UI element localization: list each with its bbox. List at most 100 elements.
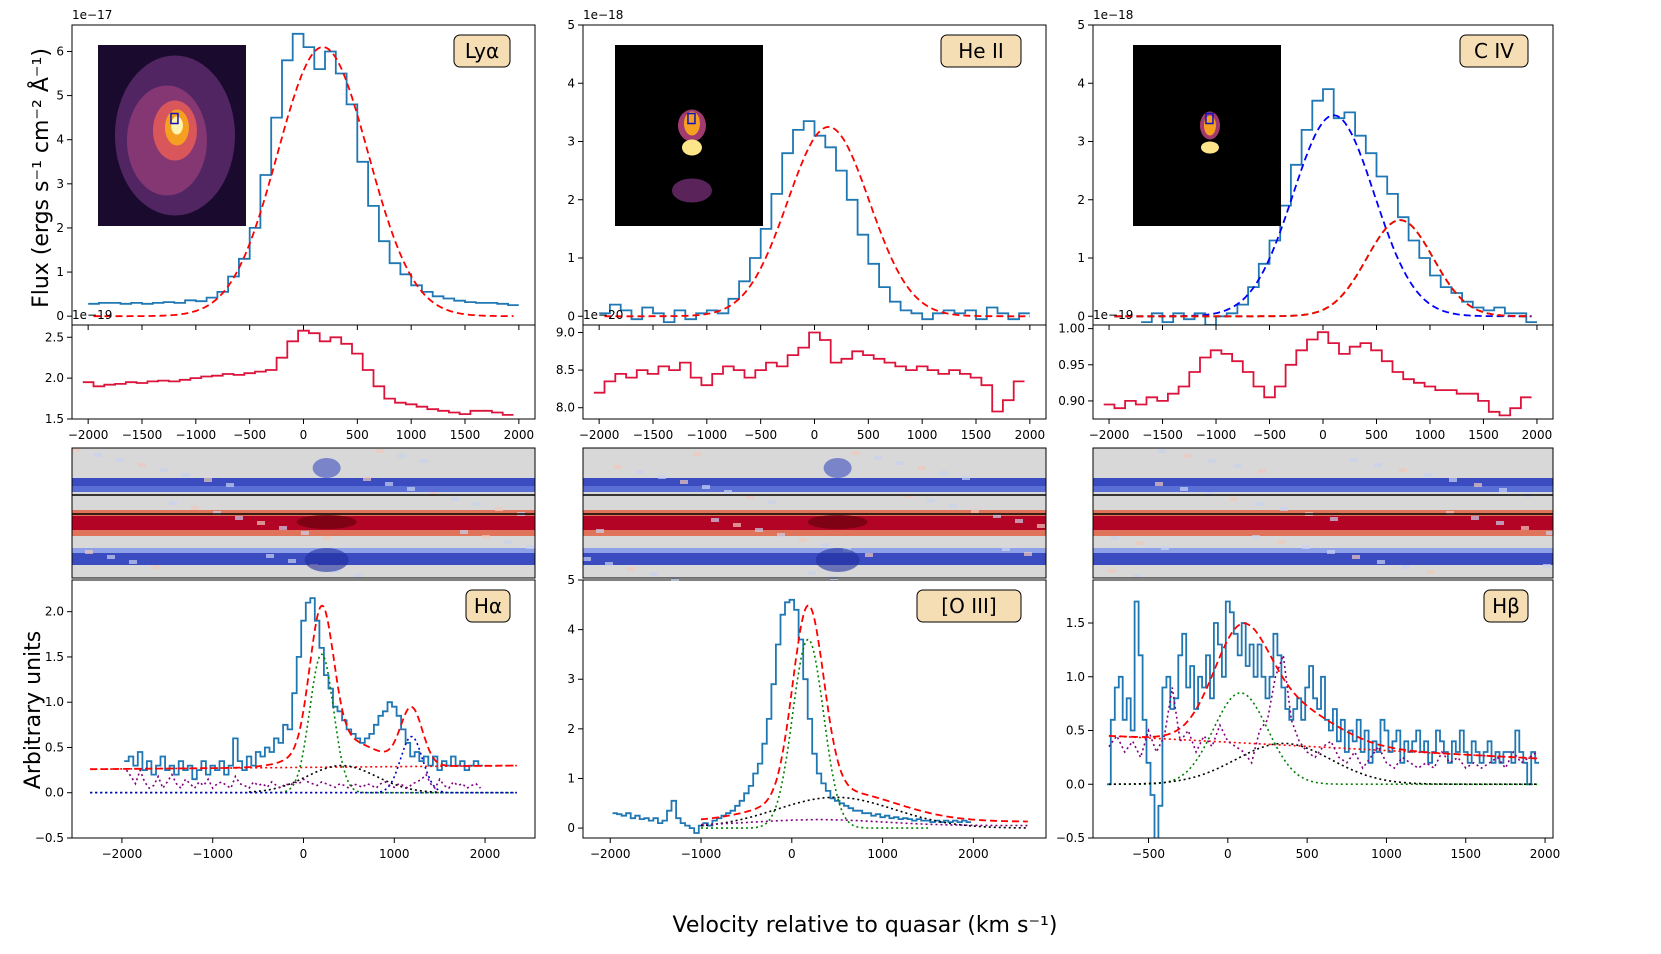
hb-xtick-label: 2000 <box>1530 847 1561 861</box>
hb-ytick-label: 0.5 <box>1066 724 1085 738</box>
civ_noise-ytick-label: 0.95 <box>1058 358 1085 372</box>
lya_noise-xtick-label: −500 <box>233 428 266 442</box>
hb-xtick-label: −500 <box>1132 847 1165 861</box>
oiii-axes-frame <box>582 579 1047 839</box>
heii-series-1-fit <box>604 125 1030 318</box>
lya_noise-axes-frame <box>71 324 536 420</box>
civ-ytick-label: 3 <box>1077 135 1085 149</box>
ha-xtick-label: −2000 <box>102 847 143 861</box>
strip-1 <box>582 447 1047 581</box>
lya_noise-ytick-label: 1.5 <box>45 412 64 426</box>
heii-ytick-label: 2 <box>567 193 575 207</box>
ylabel-flux: Flux (ergs s⁻¹ cm⁻² Å⁻¹) <box>27 48 54 308</box>
heii_noise-xtick-label: 0 <box>811 428 819 442</box>
ha-ytick-label: 1.5 <box>45 650 64 664</box>
panel-civ-noise: −2000 −1500 −1000 −500 0 500 1000 1500 2000 0.90 0… <box>1058 308 1554 442</box>
oiii-ytick-label: 0 <box>567 821 575 835</box>
heii-ytick-label: 3 <box>567 135 575 149</box>
oiii-ytick-label: 1 <box>567 771 575 785</box>
hb-series-5-fit <box>1108 622 1538 760</box>
heii_noise-ytick-label: 8.5 <box>556 363 575 377</box>
ha-ytick-label: −0.5 <box>35 831 64 845</box>
hb-ytick-label: 1.0 <box>1066 670 1085 684</box>
oiii-label: [O III] <box>941 594 996 618</box>
lya_noise-series-0-data <box>82 329 514 416</box>
strip-0 <box>71 447 536 579</box>
civ_noise-xtick-label: −500 <box>1253 428 1286 442</box>
oiii-ytick-label: 5 <box>567 573 575 587</box>
ha-series-3-fit <box>90 653 517 794</box>
oiii-xtick-label: −2000 <box>590 847 631 861</box>
hb-ytick-label: 0.0 <box>1066 777 1085 791</box>
lya_noise-plot-area <box>82 329 514 416</box>
civ-ytick-label: 0 <box>1077 309 1085 323</box>
heii-offset-text: 1e−18 <box>583 8 623 22</box>
panel-hbeta: −500 0 500 1000 1500 2000 −0.5 0.0 0.5 1.0 1.5 Hβ <box>1056 579 1561 861</box>
lya-label: Lyα <box>465 39 499 63</box>
oiii-series-0-data <box>612 598 972 834</box>
ha-xtick-label: 0 <box>300 847 308 861</box>
hb-xtick-label: 0 <box>1224 847 1232 861</box>
inset-image-heii <box>615 45 763 226</box>
civ-offset-text: 1e−18 <box>1093 8 1133 22</box>
heii_noise-plot-area <box>593 331 1025 413</box>
oiii-ytick-label: 4 <box>567 623 575 637</box>
heii-ytick-label: 4 <box>567 76 575 90</box>
oiii-xtick-label: 0 <box>788 847 796 861</box>
civ_noise-xtick-label: 1000 <box>1415 428 1446 442</box>
civ_noise-xtick-label: 0 <box>1319 428 1327 442</box>
ylabel-arbitrary: Arbitrary units <box>21 631 46 789</box>
hb-xtick-label: 1000 <box>1371 847 1402 861</box>
lya-plot-area <box>88 32 519 318</box>
civ_noise-plot-area <box>1103 331 1532 417</box>
ha-series-7-fit <box>90 604 517 771</box>
ha-series-0-data <box>124 597 483 781</box>
civ-label: C IV <box>1474 39 1514 63</box>
oiii-xtick-label: 1000 <box>867 847 898 861</box>
civ_noise-axes-frame <box>1092 324 1554 420</box>
civ-series-3-fit <box>1114 219 1532 318</box>
civ_noise-ytick-label: 1.00 <box>1058 322 1085 336</box>
heii_noise-xtick-label: 1500 <box>961 428 992 442</box>
ha-series-5-fit <box>90 735 517 794</box>
lya_noise-xtick-label: 500 <box>346 428 369 442</box>
hb-series-3-fit <box>1108 742 1538 786</box>
lya_noise-xtick-label: 1000 <box>396 428 427 442</box>
civ_noise-xtick-label: 1500 <box>1468 428 1499 442</box>
heii_noise-xtick-label: −500 <box>744 428 777 442</box>
hb-plot-area <box>1106 600 1540 838</box>
ha-plot-area <box>90 597 517 794</box>
heii_noise-ytick-label: 8.0 <box>556 401 575 415</box>
heii_noise-xtick-label: 2000 <box>1015 428 1046 442</box>
ha-xtick-label: −1000 <box>192 847 233 861</box>
lya-offset-text: 1e−17 <box>72 8 112 22</box>
hb-series-2-fit <box>1108 692 1538 786</box>
xlabel-velocity: Velocity relative to quasar (km s⁻¹) <box>673 913 1058 938</box>
oiii-series-2-fit <box>700 796 1028 829</box>
strip-2 <box>1092 447 1554 579</box>
civ-ytick-label: 2 <box>1077 193 1085 207</box>
oiii-series-4-fit <box>700 604 1028 823</box>
ha-ytick-label: 2.0 <box>45 605 64 619</box>
civ-series-0-data <box>1141 88 1537 325</box>
hb-label: Hβ <box>1492 594 1520 618</box>
lya_noise-xtick-label: −1000 <box>176 428 217 442</box>
ha-ytick-label: 0.5 <box>45 740 64 754</box>
heii-label: He II <box>958 39 1004 63</box>
lya-label-box <box>453 34 511 68</box>
heii-plot-area <box>599 120 1030 324</box>
lya_noise-offset-text: 1e−19 <box>72 308 112 322</box>
civ_noise-xtick-label: 500 <box>1365 428 1388 442</box>
oiii-ytick-label: 2 <box>567 722 575 736</box>
lya-series-1-fit <box>93 46 514 318</box>
panel-oiii: −2000 −1000 0 1000 2000 0 1 2 3 4 5 [O III] <box>567 573 1047 861</box>
spectrum-strips <box>71 447 1554 581</box>
heii-ytick-label: 0 <box>567 309 575 323</box>
lya-ytick-label: 1 <box>56 265 64 279</box>
civ_noise-series-0-data <box>1103 331 1532 417</box>
heii_noise-xtick-label: 1000 <box>907 428 938 442</box>
lya_noise-ytick-label: 2.0 <box>45 371 64 385</box>
ha-xtick-label: 2000 <box>470 847 501 861</box>
ha-series-6-fit <box>125 767 482 790</box>
